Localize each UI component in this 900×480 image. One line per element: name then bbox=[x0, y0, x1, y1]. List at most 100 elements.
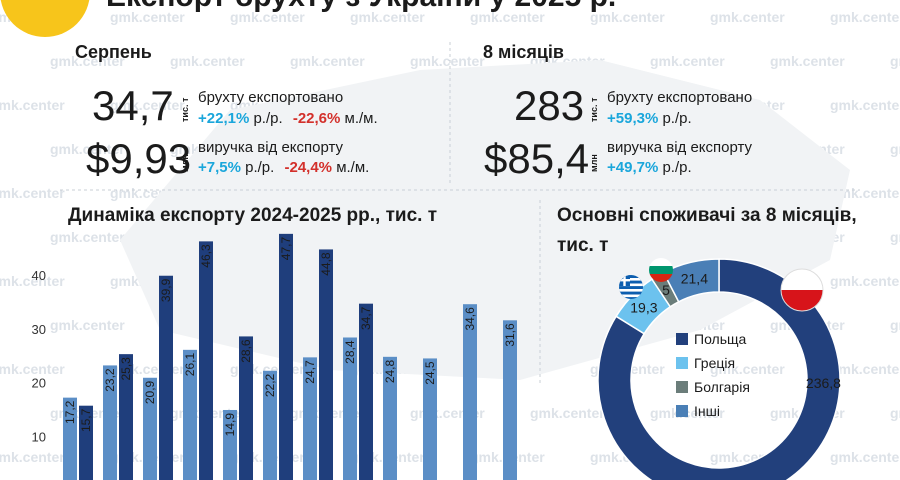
value-label: 34,7 bbox=[359, 306, 373, 330]
bar bbox=[503, 320, 517, 480]
watermark: gmk.center bbox=[110, 97, 185, 113]
stat-change: +22,1% р./р. -22,6% м./м. bbox=[198, 110, 378, 127]
stat-value: 34,7 bbox=[92, 82, 174, 129]
bar bbox=[343, 337, 357, 480]
legend-swatch bbox=[676, 381, 688, 393]
watermark: gmk.center bbox=[50, 229, 125, 245]
change-value: -22,6% bbox=[293, 110, 341, 127]
value-label: 34,6 bbox=[463, 307, 477, 331]
bar bbox=[63, 397, 77, 480]
legend-swatch bbox=[676, 333, 688, 345]
value-label: 31,6 bbox=[503, 323, 517, 347]
value-label: 24,8 bbox=[383, 360, 397, 384]
stat-label: виручка від експорту bbox=[198, 139, 344, 156]
change-basis: р./р. bbox=[662, 159, 691, 176]
legend-label: Греція bbox=[694, 355, 735, 371]
bar bbox=[239, 336, 253, 480]
bar bbox=[79, 405, 93, 480]
page-title: Експорт брухту з України у 2025 р. bbox=[106, 0, 616, 13]
value-label: 5 bbox=[662, 282, 670, 298]
watermark: gmk.center bbox=[530, 405, 605, 421]
watermark: gmk.center bbox=[890, 317, 900, 333]
bar bbox=[279, 233, 293, 480]
legend-swatch bbox=[676, 405, 688, 417]
watermark: gmk.center bbox=[0, 361, 65, 377]
value-label: 20,9 bbox=[143, 380, 157, 404]
value-label: 19,3 bbox=[630, 299, 657, 315]
y-tick-label: 30 bbox=[32, 322, 46, 337]
donut-slice bbox=[662, 258, 720, 303]
value-label: 44,8 bbox=[319, 252, 333, 276]
stat-label: виручка від експорту bbox=[607, 139, 753, 156]
change-basis: р./р. bbox=[253, 110, 282, 127]
watermark: gmk.center bbox=[50, 317, 125, 333]
watermark: gmk.center bbox=[410, 53, 485, 69]
watermark: gmk.center bbox=[0, 97, 65, 113]
watermark: gmk.center bbox=[230, 9, 305, 25]
stat-unit: млн bbox=[180, 154, 190, 172]
bar bbox=[263, 370, 277, 480]
value-label: 22,2 bbox=[263, 373, 277, 397]
bar bbox=[423, 358, 437, 480]
watermark: gmk.center bbox=[50, 53, 125, 69]
watermark: gmk.center bbox=[830, 273, 900, 289]
value-label: 46,3 bbox=[199, 244, 213, 268]
stat-label: брухту експортовано bbox=[607, 89, 752, 106]
stat-change: +59,3% р./р. bbox=[607, 110, 692, 127]
value-label: 26,1 bbox=[183, 353, 197, 377]
legend-label: Болгарія bbox=[694, 379, 750, 395]
value-label: 39,9 bbox=[159, 278, 173, 302]
change-value: +59,3% bbox=[607, 110, 658, 127]
watermark: gmk.center bbox=[350, 9, 425, 25]
change-value: +49,7% bbox=[607, 159, 658, 176]
bar-chart: 10 20 30 40 17,2 15,7 23,2 25,3 20,9 39,9 26,1 46,3… bbox=[32, 233, 517, 480]
bar bbox=[119, 354, 133, 480]
watermark: gmk.center bbox=[710, 361, 785, 377]
change-value: +7,5% bbox=[198, 159, 241, 176]
watermark: gmk.center bbox=[890, 53, 900, 69]
bar bbox=[183, 349, 197, 480]
value-label: 21,4 bbox=[681, 270, 708, 286]
value-label: 25,3 bbox=[119, 357, 133, 381]
watermark: gmk.center bbox=[0, 449, 65, 465]
flag-poland bbox=[780, 268, 824, 312]
value-label: 24,5 bbox=[423, 361, 437, 385]
donut-slice bbox=[597, 258, 841, 480]
value-label: 23,2 bbox=[103, 368, 117, 392]
stat-value: 283 bbox=[514, 82, 584, 129]
stat-value: $9,93 bbox=[86, 135, 191, 182]
watermark: gmk.center bbox=[110, 9, 185, 25]
period: Серпень bbox=[75, 42, 152, 62]
bar bbox=[463, 304, 477, 480]
flag-greece bbox=[619, 275, 643, 299]
y-tick-label: 40 bbox=[32, 268, 46, 283]
period: 8 місяців bbox=[483, 42, 564, 62]
stat-label: брухту експортовано bbox=[198, 89, 343, 106]
value-label: 236,8 bbox=[806, 375, 841, 391]
change-basis: м./м. bbox=[336, 159, 369, 176]
bar bbox=[223, 409, 237, 480]
stat-unit: млн bbox=[589, 154, 599, 172]
watermark: gmk.center bbox=[650, 53, 725, 69]
watermark: gmk.center bbox=[830, 9, 900, 25]
donut-chart: 236,8 Польща 19,3 Греція 5 Болгарія 21,4 Інші bbox=[597, 258, 841, 480]
watermark: gmk.center bbox=[770, 53, 845, 69]
stat-unit: тис. т bbox=[589, 97, 599, 122]
watermark: gmk.center bbox=[290, 53, 365, 69]
stat-change: +7,5% р./р. -24,4% м./м. bbox=[198, 159, 369, 176]
value-label: 17,2 bbox=[63, 400, 77, 424]
change-basis: м./м. bbox=[345, 110, 378, 127]
watermark: gmk.center bbox=[50, 141, 125, 157]
bar bbox=[383, 356, 397, 480]
logo-circle bbox=[0, 0, 90, 37]
value-label: 28,6 bbox=[239, 339, 253, 363]
bar bbox=[159, 275, 173, 480]
watermark: gmk.center bbox=[890, 141, 900, 157]
change-basis: р./р. bbox=[662, 110, 691, 127]
watermark: gmk.center bbox=[0, 273, 65, 289]
change-basis: р./р. bbox=[245, 159, 274, 176]
bar bbox=[199, 241, 213, 480]
stat-value: $85,4 bbox=[484, 135, 589, 182]
